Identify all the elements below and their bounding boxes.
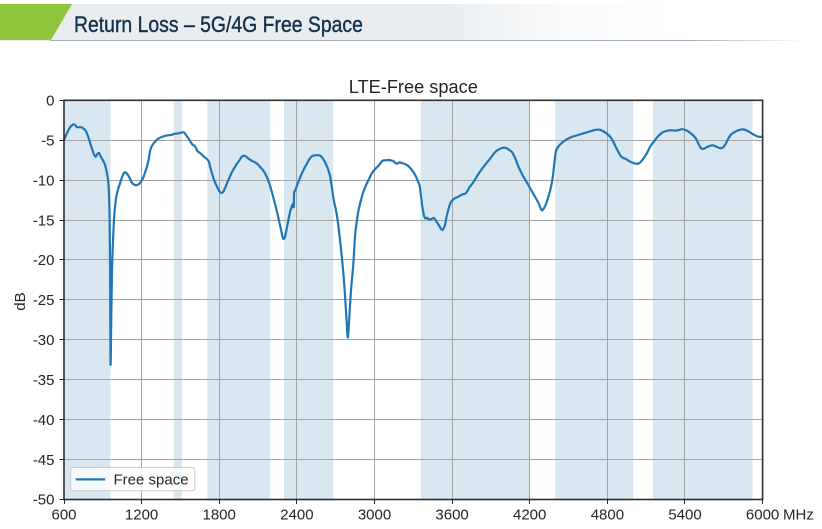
svg-text:3600: 3600 (435, 506, 468, 523)
svg-text:dB: dB (12, 292, 29, 310)
svg-text:-10: -10 (33, 172, 55, 189)
svg-text:-5: -5 (41, 132, 54, 149)
svg-text:4200: 4200 (513, 506, 546, 523)
svg-text:Free space: Free space (114, 472, 189, 489)
svg-text:-35: -35 (33, 372, 55, 389)
svg-text:-40: -40 (33, 412, 55, 429)
svg-text:-20: -20 (33, 252, 55, 269)
svg-text:-45: -45 (33, 452, 55, 469)
svg-text:4800: 4800 (591, 506, 624, 523)
svg-text:-15: -15 (33, 212, 55, 229)
svg-text:5400: 5400 (668, 506, 701, 523)
svg-text:-25: -25 (33, 292, 55, 309)
svg-text:1200: 1200 (125, 506, 158, 523)
svg-text:0: 0 (46, 93, 54, 110)
svg-text:6000: 6000 (746, 506, 779, 523)
svg-text:MHz: MHz (783, 506, 814, 523)
svg-text:-30: -30 (33, 332, 55, 349)
svg-text:3000: 3000 (358, 506, 391, 523)
svg-text:1800: 1800 (203, 506, 236, 523)
svg-text:2400: 2400 (280, 506, 313, 523)
svg-text:-50: -50 (33, 492, 55, 509)
svg-text:600: 600 (51, 506, 76, 523)
svg-text:LTE-Free space: LTE-Free space (349, 77, 478, 97)
